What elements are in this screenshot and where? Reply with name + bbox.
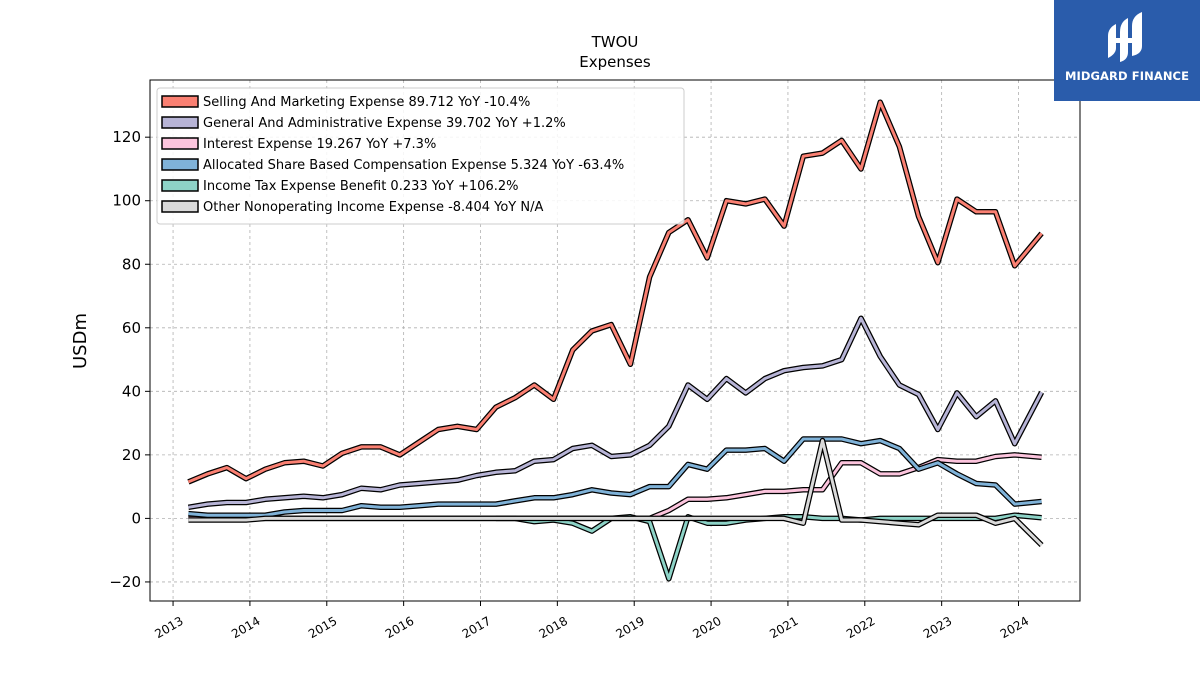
series-line: [188, 439, 1043, 547]
legend-swatch: [161, 116, 199, 129]
x-tick-label: 2024: [998, 614, 1031, 641]
series-line: [187, 100, 1043, 484]
y-tick-label: 120: [112, 128, 141, 146]
y-tick-label: 40: [122, 382, 141, 400]
x-tick-label: 2017: [460, 614, 493, 641]
x-tick-label: 2015: [306, 614, 339, 641]
y-axis-label: USDm: [70, 313, 91, 369]
series-line: [188, 437, 1042, 517]
legend-entry: Other Nonoperating Income Expense -8.404…: [203, 200, 543, 215]
chart-subtitle: Expenses: [579, 53, 651, 71]
x-tick-label: 2013: [152, 614, 185, 641]
legend-box: [156, 87, 685, 225]
x-tick-label: 2014: [229, 614, 262, 641]
x-tick-label: 2020: [690, 614, 723, 641]
midgard-finance-logo: MIDGARD FINANCE: [1054, 0, 1200, 101]
chart-title: TWOU: [591, 33, 639, 51]
x-tick-label: 2021: [767, 614, 800, 641]
legend-entry: Selling And Marketing Expense 89.712 YoY…: [203, 95, 530, 110]
x-tick-label: 2018: [537, 614, 570, 641]
x-tick-label: 2022: [844, 614, 877, 641]
legend-entry: General And Administrative Expense 39.70…: [203, 116, 566, 131]
y-tick-label: 100: [112, 192, 141, 210]
midgard-finance-logo-icon: [1108, 12, 1142, 62]
plot-frame: [149, 79, 1081, 602]
series-outline: [188, 436, 1042, 518]
logo-text: MIDGARD FINANCE: [1064, 69, 1190, 83]
series-line: [495, 513, 1042, 581]
legend-swatch: [161, 179, 199, 192]
legend: Selling And Marketing Expense 89.712 YoY…: [156, 87, 685, 225]
legend-entry: Income Tax Expense Benefit 0.233 YoY +10…: [203, 179, 518, 194]
x-tick-label: 2019: [613, 614, 646, 641]
y-tick-label: 60: [122, 319, 141, 337]
legend-entry: Allocated Share Based Compensation Expen…: [203, 158, 624, 173]
legend-swatch: [161, 137, 199, 150]
y-tick-label: 20: [122, 446, 141, 464]
x-tick-label: 2016: [383, 614, 416, 641]
y-tick-label: 80: [122, 255, 141, 273]
y-tick-label: −20: [109, 573, 141, 591]
series-lines: [187, 99, 1045, 582]
legend-entry: Interest Expense 19.267 YoY +7.3%: [203, 137, 436, 152]
x-tick-label: 2023: [921, 614, 954, 641]
legend-swatch: [161, 200, 199, 213]
legend-swatch: [161, 158, 199, 171]
legend-swatch: [161, 95, 199, 108]
y-tick-label: 0: [131, 509, 141, 527]
series-line: [188, 316, 1043, 509]
series-outline: [187, 315, 1045, 511]
